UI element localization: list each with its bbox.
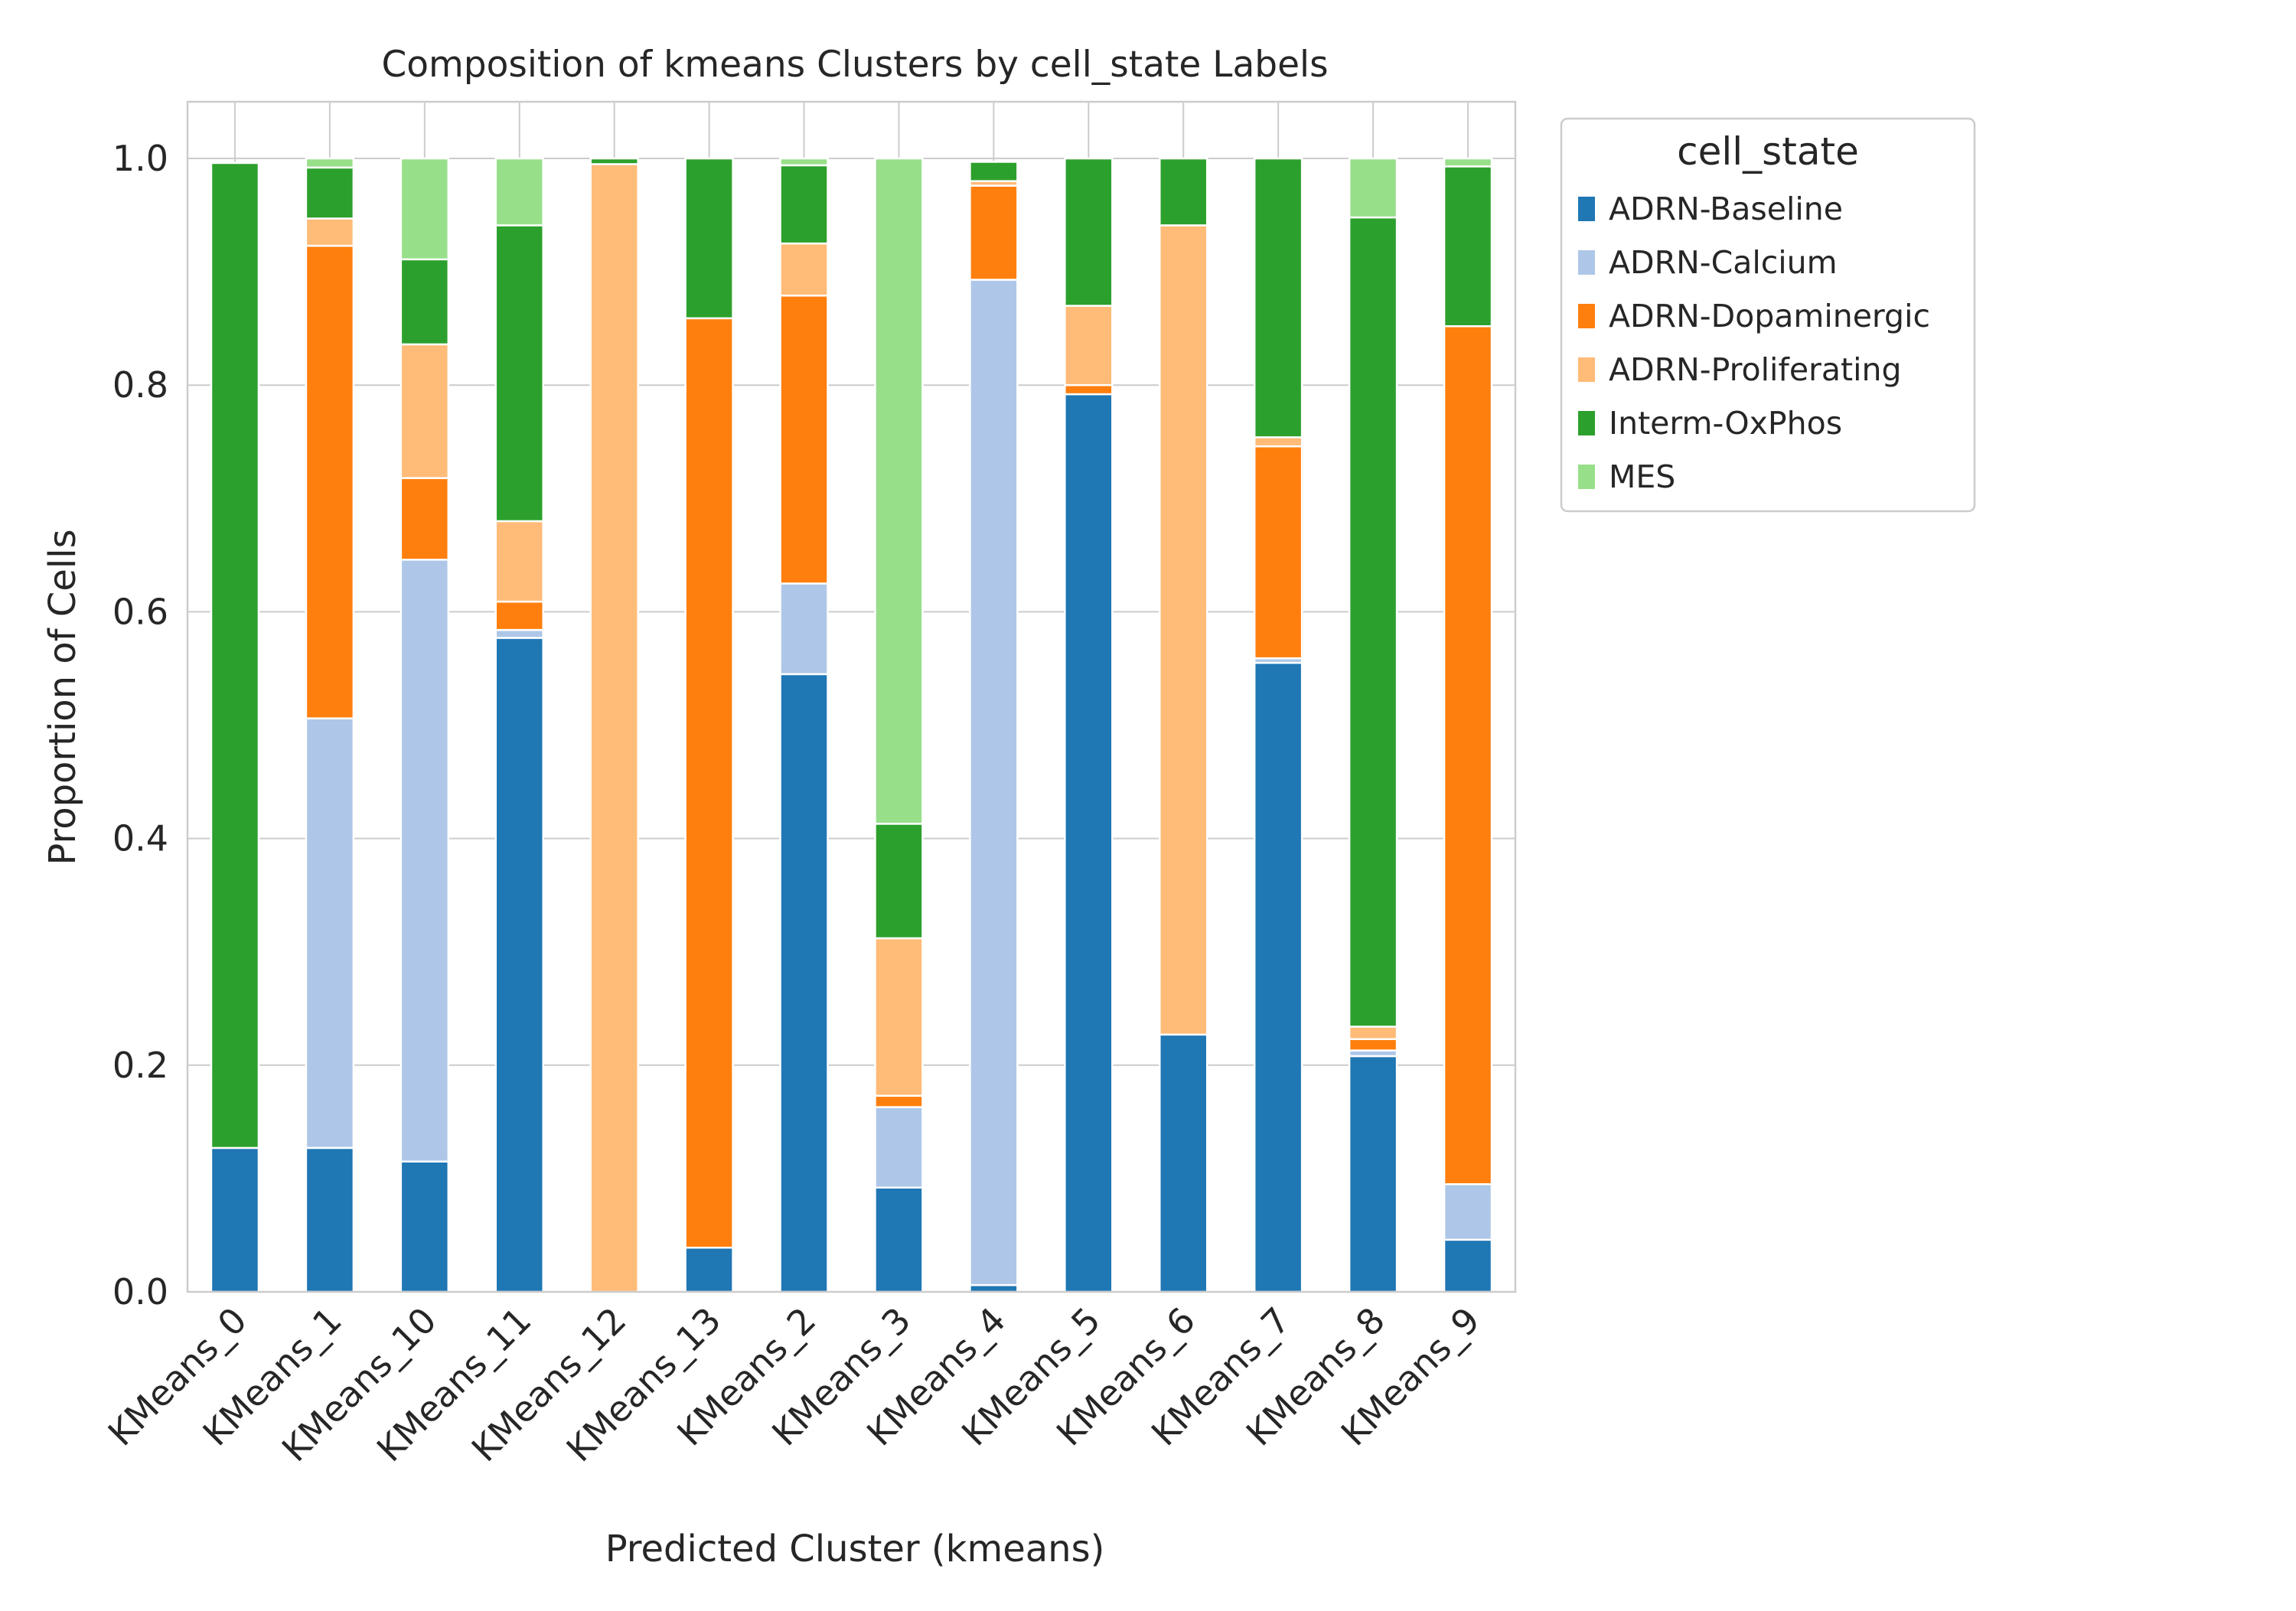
bar-segment-adrn-baseline: [210, 1146, 260, 1293]
bar-segment-adrn-baseline: [779, 673, 829, 1293]
bar-segment-interm-oxphos: [494, 224, 544, 523]
bar-segment-adrn-proliferating: [1253, 436, 1303, 448]
legend-entry-label: ADRN-Baseline: [1609, 191, 1843, 227]
legend-swatch: [1578, 197, 1595, 221]
bar-segment-mes: [305, 157, 355, 169]
bar-segment-adrn-dopaminergic: [1443, 324, 1493, 1185]
bar-segment-interm-oxphos: [1443, 165, 1493, 328]
bar-segment-interm-oxphos: [1348, 216, 1398, 1028]
legend-entries: ADRN-Baseline ADRN-Calcium ADRN-Dopaminerg…: [1578, 191, 1930, 495]
bar-segment-interm-oxphos: [400, 258, 450, 346]
bar-segment-adrn-dopaminergic: [1348, 1038, 1398, 1052]
bar-segment-adrn-calcium: [874, 1106, 924, 1189]
bar-segment-adrn-baseline: [969, 1283, 1019, 1293]
bar-segment-adrn-calcium: [400, 559, 450, 1163]
bar-segment-adrn-proliferating: [400, 343, 450, 479]
bar-segment-adrn-baseline: [1159, 1033, 1208, 1293]
bar-segment-mes: [400, 157, 450, 261]
y-tick-label: 0.6: [113, 591, 168, 632]
bar-segment-adrn-baseline: [874, 1186, 924, 1293]
bar-segment-adrn-proliferating: [1064, 305, 1114, 386]
bar-segment-adrn-dopaminergic: [400, 477, 450, 561]
bar-segment-interm-oxphos: [969, 161, 1019, 182]
bar-segment-interm-oxphos: [305, 166, 355, 220]
bar-segment-adrn-baseline: [1253, 661, 1303, 1293]
bar-segment-adrn-proliferating: [494, 520, 544, 603]
bar-segment-interm-oxphos: [210, 161, 260, 1150]
bar-segment-adrn-dopaminergic: [305, 244, 355, 719]
bar-segment-adrn-baseline: [1348, 1055, 1398, 1293]
bar-segment-interm-oxphos: [684, 157, 734, 320]
y-axis-label: Proportion of Cells: [41, 529, 84, 865]
legend-entry-label: ADRN-Calcium: [1609, 244, 1838, 281]
bar-segment-adrn-baseline: [305, 1146, 355, 1293]
y-tick-labels: 0.0 0.2 0.4 0.6 0.8 1.0: [113, 138, 168, 1313]
chart-title: Composition of kmeans Clusters by cell_s…: [381, 44, 1328, 86]
bar-segment-mes: [1348, 157, 1398, 219]
x-axis-label: Predicted Cluster (kmeans): [605, 1528, 1105, 1570]
bar-segment-adrn-dopaminergic: [1064, 383, 1114, 396]
bar-segment-interm-oxphos: [589, 157, 639, 165]
bar-segment-adrn-baseline: [1064, 393, 1114, 1293]
bar-segment-adrn-dopaminergic: [874, 1094, 924, 1108]
y-tick-label: 0.4: [113, 818, 168, 859]
bar-segment-adrn-dopaminergic: [969, 184, 1019, 281]
y-tick-label: 1.0: [113, 138, 168, 179]
legend-entry-label: ADRN-Proliferating: [1609, 351, 1902, 388]
legend: cell_state ADRN-BaselineADRN-CalciumADRN…: [1560, 117, 1976, 513]
bar-segment-mes: [779, 157, 829, 167]
bar-segment-adrn-baseline: [494, 637, 544, 1293]
bar-segment-adrn-calcium: [969, 279, 1019, 1287]
legend-swatch: [1578, 250, 1595, 275]
y-tick-label: 0.8: [113, 364, 168, 406]
bar-segment-adrn-proliferating: [874, 937, 924, 1097]
bar-segment-interm-oxphos: [779, 164, 829, 245]
bar-segment-adrn-baseline: [1443, 1238, 1493, 1293]
bar-segment-interm-oxphos: [1253, 157, 1303, 439]
bar-segment-adrn-dopaminergic: [779, 294, 829, 585]
bar-segment-adrn-dopaminergic: [494, 600, 544, 631]
plot-frame: [186, 100, 1517, 1293]
legend-entry-label: ADRN-Dopaminergic: [1609, 298, 1930, 334]
bar-segment-mes: [1443, 157, 1493, 168]
bar-segment-adrn-proliferating: [779, 242, 829, 297]
legend-title: cell_state: [1677, 129, 1859, 174]
bar-segment-adrn-proliferating: [1348, 1026, 1398, 1040]
bar-segment-adrn-baseline: [400, 1160, 450, 1293]
bar-segment-adrn-calcium: [1443, 1183, 1493, 1241]
bars-layer: [210, 157, 1493, 1293]
bar-segment-interm-oxphos: [1064, 157, 1114, 307]
bar-segment-interm-oxphos: [874, 823, 924, 940]
legend-swatch: [1578, 357, 1595, 382]
legend-swatch: [1578, 304, 1595, 328]
bar-segment-mes: [494, 157, 544, 227]
bar-segment-adrn-dopaminergic: [1253, 445, 1303, 660]
bar-segment-interm-oxphos: [1159, 157, 1208, 227]
bar-segment-adrn-calcium: [494, 628, 544, 639]
bar-segment-adrn-dopaminergic: [684, 317, 734, 1249]
legend-frame: [1560, 117, 1976, 513]
bar-segment-adrn-baseline: [684, 1246, 734, 1293]
legend-swatch: [1578, 411, 1595, 435]
legend-entry-label: Interm-OxPhos: [1609, 405, 1842, 442]
bar-segment-adrn-calcium: [305, 717, 355, 1150]
bar-segment-adrn-proliferating: [1159, 224, 1208, 1036]
bar-segment-adrn-calcium: [779, 582, 829, 676]
legend-entry-label: MES: [1609, 458, 1675, 495]
bar-segment-adrn-proliferating: [589, 163, 639, 1293]
bar-segment-adrn-proliferating: [305, 217, 355, 247]
y-tick-label: 0.2: [113, 1045, 168, 1086]
bar-segment-mes: [874, 157, 924, 825]
legend-swatch: [1578, 465, 1595, 489]
y-tick-label: 0.0: [113, 1271, 168, 1313]
